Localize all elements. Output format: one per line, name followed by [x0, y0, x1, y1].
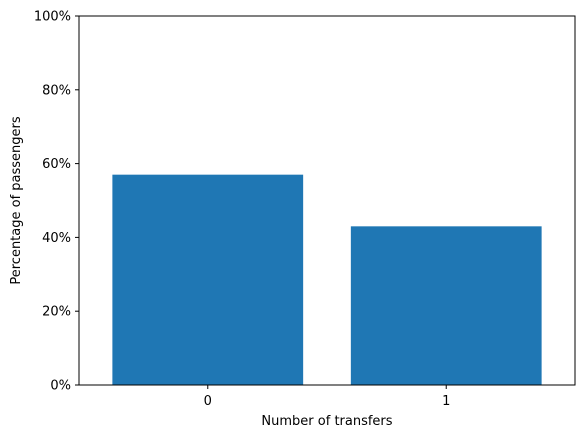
bar-1 [350, 226, 542, 385]
y-tick-label: 40% [42, 231, 71, 246]
y-tick-label: 60% [42, 157, 71, 172]
y-axis-ticks: 0% 20% 40% 60% 80% 100% [34, 10, 79, 394]
y-tick-label: 20% [42, 305, 71, 320]
x-tick-label: 1 [442, 394, 450, 409]
axes-frame [78, 15, 576, 386]
x-tick-label: 0 [204, 394, 212, 409]
y-axis-label: Percentage of passengers [9, 116, 24, 285]
bar-0 [112, 174, 304, 385]
y-tick-label: 0% [50, 379, 71, 394]
bars [112, 174, 542, 385]
y-tick-label: 100% [34, 10, 71, 25]
plot-area [78, 15, 576, 386]
x-axis-label: Number of transfers [261, 414, 392, 429]
y-tick-label: 80% [42, 83, 71, 98]
